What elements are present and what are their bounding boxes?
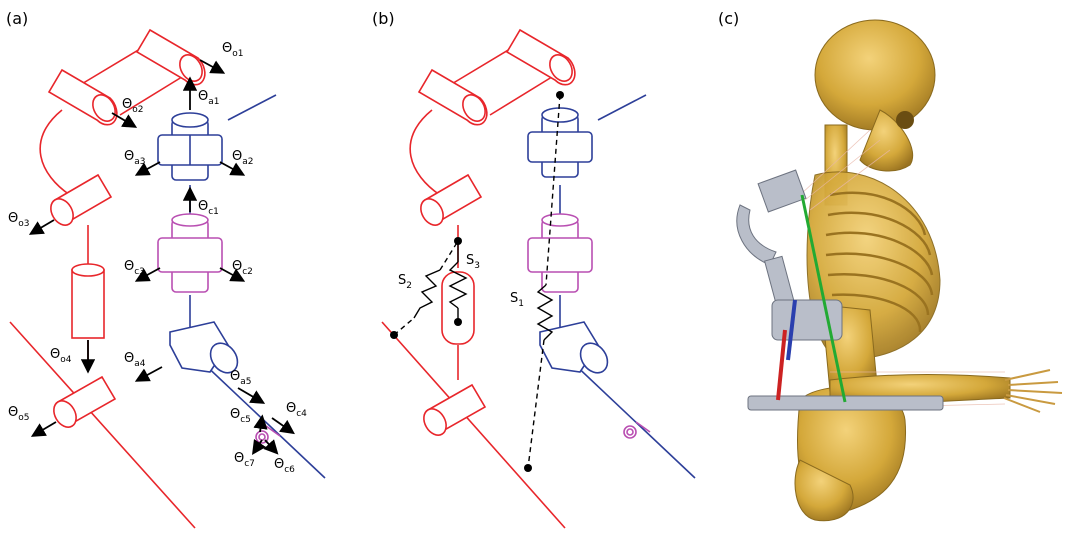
label-theta-o5: Θo5 bbox=[8, 405, 29, 423]
constraint-b bbox=[527, 213, 651, 439]
label-theta-c2: Θc2 bbox=[232, 259, 253, 277]
exo-joint-o1 bbox=[135, 28, 206, 86]
panel-c-label: (c) bbox=[718, 9, 739, 28]
constraint-a bbox=[157, 213, 281, 444]
springs-b bbox=[390, 91, 564, 472]
angle-labels-a: Θo1 Θo2 Θo3 Θo4 Θo5 Θa1 Θa2 Θa3 Θa4 Θa5 … bbox=[8, 41, 307, 475]
rotation-arrows-a bbox=[28, 59, 295, 455]
label-s2: S2 bbox=[398, 273, 412, 291]
label-s1: S1 bbox=[510, 291, 524, 309]
exo-joint-o4 bbox=[71, 263, 105, 339]
exo-joint-o2 bbox=[47, 68, 118, 126]
panel-c: (c) bbox=[718, 9, 1063, 522]
label-theta-o2: Θo2 bbox=[122, 97, 143, 115]
shoulder-elbow-joint bbox=[169, 321, 239, 374]
label-theta-a1: Θa1 bbox=[198, 89, 219, 107]
label-theta-a2: Θa2 bbox=[232, 149, 253, 167]
label-theta-o4: Θo4 bbox=[50, 347, 72, 365]
label-theta-a4: Θa4 bbox=[124, 351, 146, 369]
label-theta-c4: Θc4 bbox=[286, 401, 307, 419]
label-theta-c5: Θc5 bbox=[230, 407, 251, 425]
gimbal-a1 bbox=[157, 112, 223, 181]
label-theta-c1: Θc1 bbox=[198, 199, 219, 217]
panel-b-label: (b) bbox=[372, 9, 395, 28]
exo-joint-o5 bbox=[53, 375, 117, 428]
label-theta-c6: Θc6 bbox=[274, 457, 295, 475]
shoulder-chain-a bbox=[157, 94, 326, 479]
skeleton-render bbox=[736, 19, 1063, 522]
exoskeleton-chain-a bbox=[9, 28, 206, 529]
panel-a-label: (a) bbox=[6, 9, 28, 28]
panel-a: (a) bbox=[6, 9, 326, 529]
label-theta-a3: Θa3 bbox=[124, 149, 145, 167]
label-theta-c7: Θc7 bbox=[234, 451, 255, 469]
label-theta-o1: Θo1 bbox=[222, 41, 243, 59]
label-theta-o3: Θo3 bbox=[8, 211, 29, 229]
label-s3: S3 bbox=[466, 253, 480, 271]
spring-labels-b: S1 S2 S3 bbox=[398, 253, 524, 309]
shoulder-chain-b bbox=[527, 94, 696, 479]
panel-b: (b) bbox=[372, 9, 696, 529]
label-theta-c3: Θc3 bbox=[124, 259, 145, 277]
exoskeleton-chain-b bbox=[381, 28, 576, 529]
exo-joint-o3 bbox=[50, 173, 113, 226]
label-theta-a5: Θa5 bbox=[230, 369, 251, 387]
